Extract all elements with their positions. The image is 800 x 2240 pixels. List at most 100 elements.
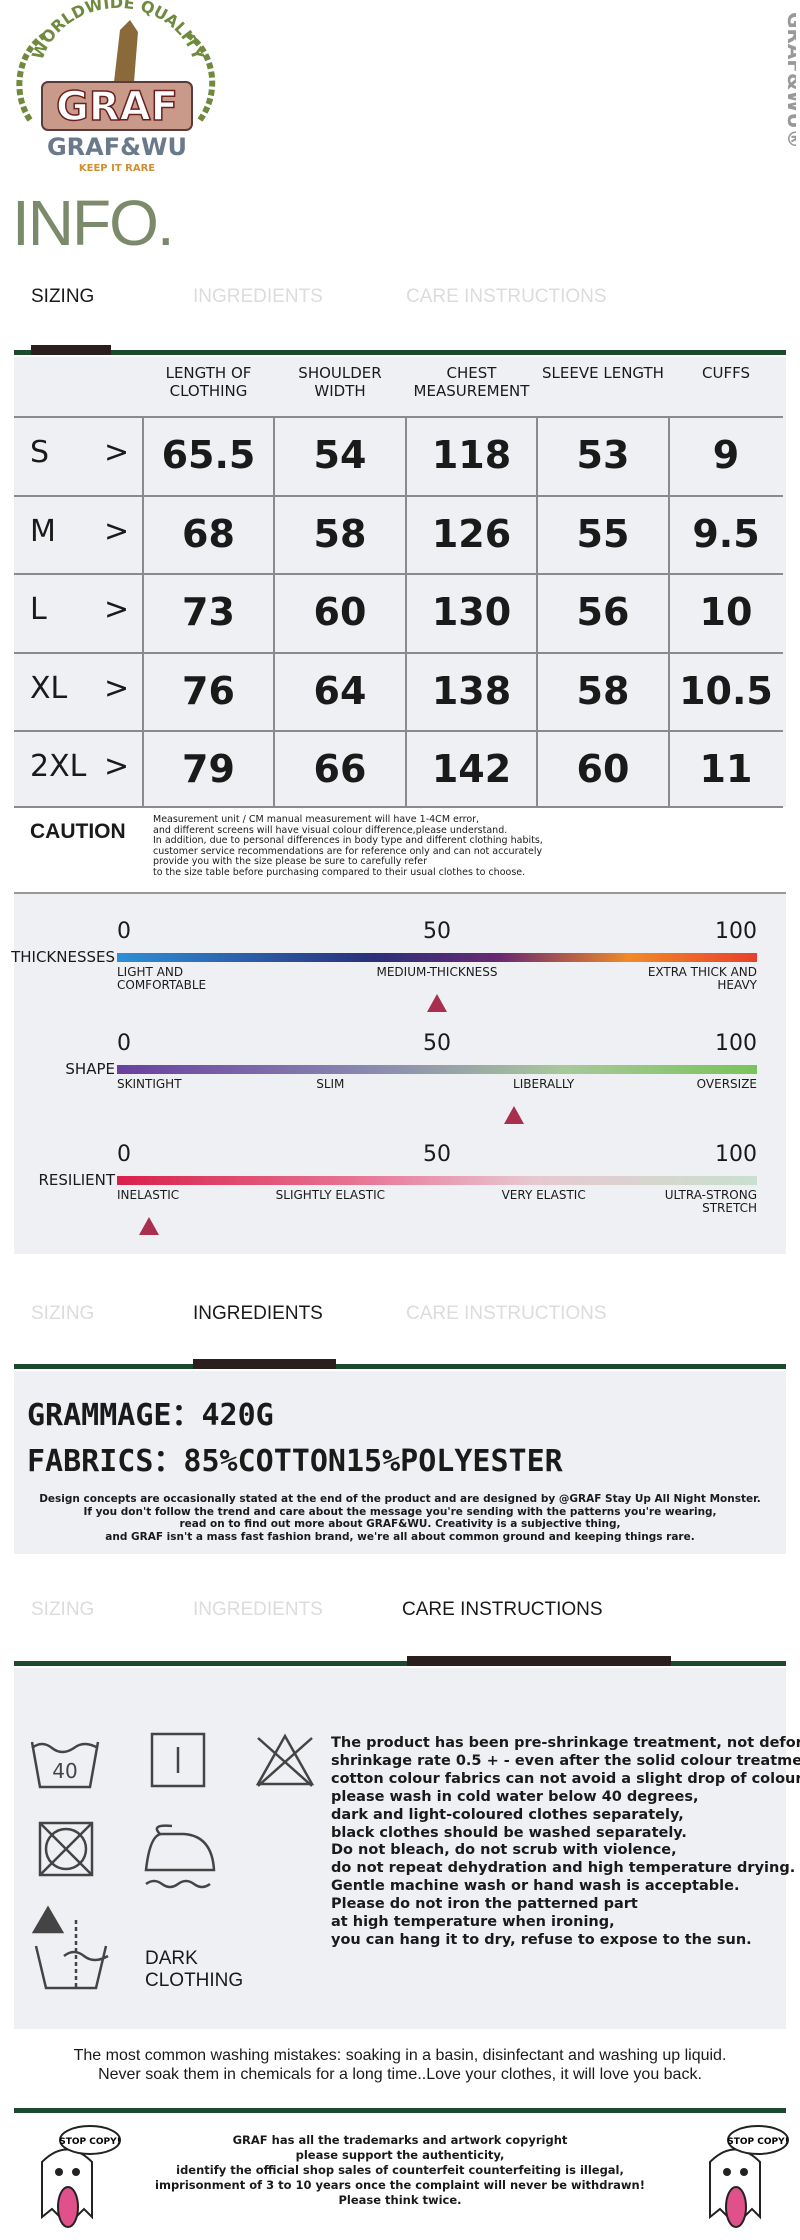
tab[interactable]: SIZING (31, 1303, 95, 1324)
tab[interactable]: CARE INSTRUCTIONS (402, 1599, 603, 1620)
care-line: Gentle machine wash or hand wash is acce… (331, 1878, 740, 1895)
tab[interactable]: CARE INSTRUCTIONS (406, 1303, 607, 1324)
care-line: you can hang it to dry, refuse to expose… (331, 1931, 752, 1948)
measurement: 142 (431, 747, 512, 791)
col-line (142, 417, 144, 807)
col-line (405, 417, 407, 807)
fabrics: FABRICS：85%COTTON15%POLYESTER (27, 1444, 563, 1479)
no-tumble-icon (38, 1821, 94, 1877)
note-line: Design concepts are occasionally stated … (39, 1493, 761, 1505)
footer-line: please support the authenticity, (295, 2148, 505, 2162)
ingredients-bg (14, 1371, 786, 1554)
measurement: 73 (182, 590, 235, 634)
row-line (14, 730, 783, 732)
sticker-text: STOP COPY! (727, 2137, 788, 2147)
divider (14, 2108, 786, 2113)
measurement: 126 (431, 512, 512, 556)
size-label: S (30, 435, 50, 470)
scale-label: RESILIENT (38, 1171, 116, 1189)
note-line: If you don't follow the trend and care a… (83, 1505, 717, 1518)
care-line: The product has been pre-shrinkage treat… (331, 1735, 800, 1751)
footer-line: Please think twice. (338, 2193, 462, 2207)
page-title: INFO. (12, 187, 175, 259)
measurement: 11 (699, 747, 753, 791)
measurement: 76 (182, 669, 235, 713)
measurement: 55 (576, 512, 630, 556)
scale-point-label: ULTRA-STRONG STRETCH (664, 1188, 757, 1215)
grammage: GRAMMAGE：420G (27, 1398, 274, 1433)
dry-icon (150, 1732, 206, 1788)
measurement: 79 (182, 747, 235, 791)
care-icons: 40 (30, 1732, 315, 1990)
row-line (14, 495, 783, 497)
measurement: 65.5 (161, 433, 256, 477)
scale-tick: 100 (715, 1142, 757, 1167)
sticker: STOP COPY! (41, 2125, 121, 2228)
caution-line: and different screens will have visual c… (153, 824, 508, 836)
row-line (14, 573, 783, 575)
dark-clothing: DARK CLOTHING (145, 1948, 244, 1991)
ingredients-notes: Design concepts are occasionally stated … (14, 1493, 786, 1543)
column-header: LENGTH OF CLOTHING (165, 364, 252, 400)
tab[interactable]: CARE INSTRUCTIONS (406, 286, 607, 307)
scale-tick: 100 (715, 919, 757, 944)
no-bleach-icon (255, 1733, 315, 1787)
side-brand: GRAF&WU® (783, 12, 796, 149)
divider (14, 350, 786, 355)
divider (14, 892, 786, 894)
scale-marker (427, 994, 447, 1012)
caution-title: CAUTION (30, 820, 126, 843)
measurement: 54 (313, 433, 367, 477)
measurement: 64 (313, 669, 367, 713)
footer-line: GRAF has all the trademarks and artwork … (232, 2133, 568, 2147)
divider (14, 1661, 786, 1666)
row-marker: > (104, 514, 130, 549)
measurement: 9 (712, 433, 740, 477)
measurement: 60 (313, 590, 367, 634)
scale-point-label: LIBERALLY (513, 1077, 575, 1091)
measurement: 10.5 (679, 669, 773, 713)
care-line: please wash in cold water below 40 degre… (331, 1788, 699, 1805)
measurement: 9.5 (692, 512, 760, 556)
tab[interactable]: SIZING (31, 1599, 95, 1620)
column-header: CHEST MEASUREMENT (413, 364, 530, 400)
scale-label: SHAPE (65, 1060, 115, 1078)
col-line (273, 417, 275, 807)
row-marker: > (104, 671, 130, 706)
caution-line: customer service recommendations are for… (153, 845, 543, 857)
tab-indicator (193, 1359, 336, 1369)
measurement: 66 (313, 747, 367, 791)
tab[interactable]: SIZING (31, 286, 95, 307)
col-line (536, 417, 538, 807)
dark-wash-icon (34, 1945, 109, 1990)
sticker-text: STOP COPY! (59, 2137, 120, 2147)
brand-tagline: KEEP IT RARE (79, 163, 155, 174)
note-line: and GRAF isn't a mass fast fashion brand… (105, 1530, 695, 1543)
column-header: SHOULDER WIDTH (298, 364, 382, 400)
size-label: M (30, 514, 56, 549)
tab[interactable]: INGREDIENTS (193, 1303, 323, 1324)
scale-bar (117, 953, 757, 962)
column-header: SLEEVE LENGTH (542, 364, 664, 382)
measurement: 118 (431, 433, 512, 477)
tab-indicator (31, 345, 111, 355)
care-line: dark and light-coloured clothes separate… (331, 1806, 684, 1823)
scale-point-label: INELASTIC (117, 1188, 180, 1202)
scale-tick: 0 (117, 919, 131, 944)
measurement: 58 (576, 669, 630, 713)
scale-label: THICKNESSES (11, 948, 115, 966)
scale-tick: 50 (423, 919, 451, 944)
measurement: 138 (431, 669, 512, 713)
side-brand-text: GRAF&WU® (783, 12, 796, 149)
care-line: at high temperature when ironing, (331, 1914, 615, 1931)
scale-tick: 0 (117, 1031, 131, 1056)
scale-point-label: EXTRA THICK AND HEAVY (647, 965, 757, 992)
care-line: Please do not iron the patterned part (331, 1896, 638, 1913)
caution-line: Measurement unit / CM manual measurement… (153, 814, 480, 825)
logo: WORLDWIDE QUALITY GRAF GRAF&WU KEEP IT R… (16, 0, 216, 174)
tab[interactable]: INGREDIENTS (193, 286, 323, 307)
scale-bar (117, 1065, 757, 1074)
scale-tick: 50 (423, 1031, 451, 1056)
brand-name: GRAF&WU (47, 133, 187, 161)
tab[interactable]: INGREDIENTS (193, 1599, 323, 1620)
